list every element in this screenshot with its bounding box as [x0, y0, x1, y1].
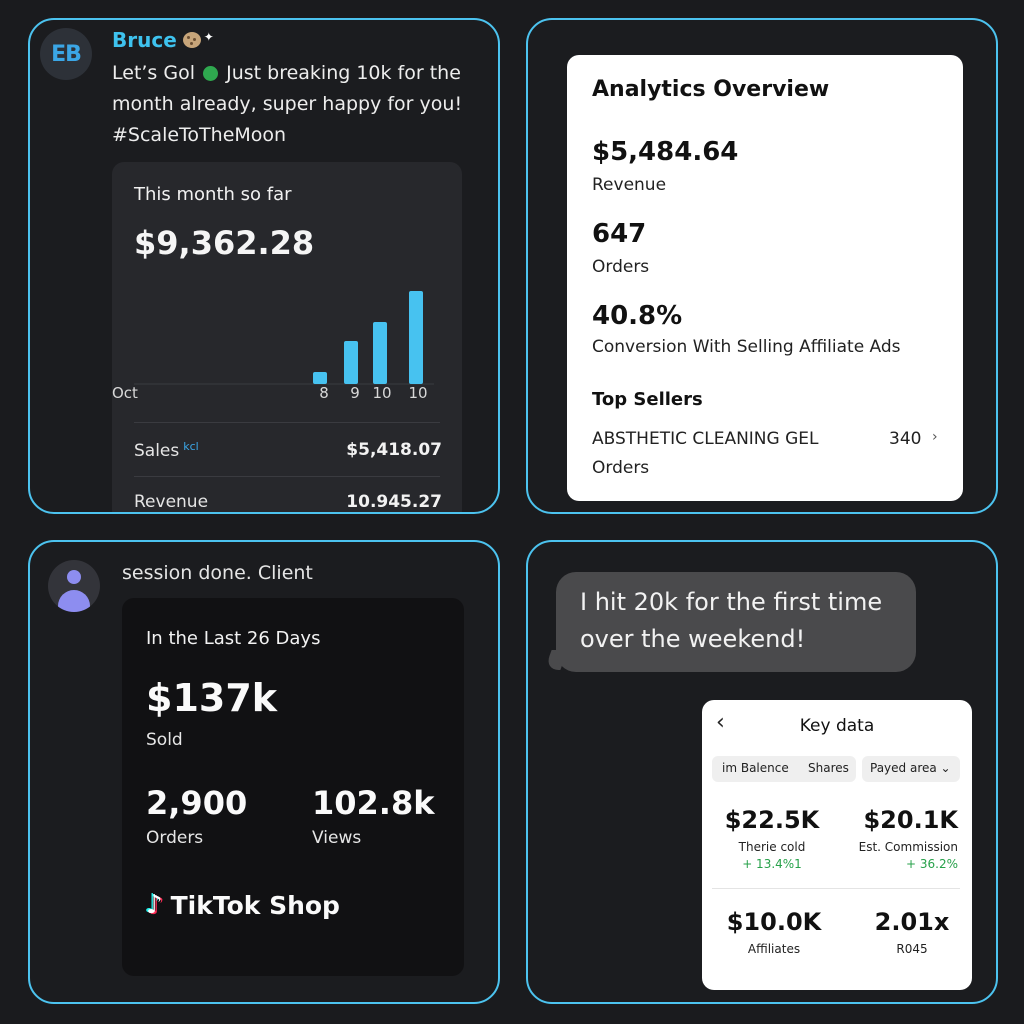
top-seller-count: 340: [889, 429, 922, 449]
chart-bar-3: [373, 322, 387, 384]
x-tick-label: 8: [319, 384, 329, 402]
sales-label-text: Sales: [134, 441, 180, 461]
card-title: This month so far: [134, 184, 292, 205]
tab-balance[interactable]: im Balence: [722, 761, 789, 775]
revenue-row-label: Revenue: [134, 492, 209, 512]
payed-area-dropdown[interactable]: Payed area ⌄: [862, 756, 960, 782]
conversion-value: 40.8%: [592, 301, 683, 331]
x-axis-label: Oct: [112, 384, 172, 402]
cookie-icon: [182, 32, 201, 48]
sales-card: This month so far $9,362.28 Oct 8 9 10 1…: [112, 162, 462, 512]
message-text: session done. Client: [122, 562, 313, 584]
orders-value: 647: [592, 219, 647, 249]
chat-panel-key-data: I hit 20k for the first time over the we…: [526, 540, 998, 1004]
chat-panel-client: session done. Client In the Last 26 Days…: [28, 540, 500, 1004]
x-tick-label: 10: [408, 384, 428, 402]
x-tick-label: 10: [372, 384, 392, 402]
page-title: Analytics Overview: [592, 77, 830, 102]
metric-value: $10.0K: [726, 908, 822, 936]
orders-label: Orders: [592, 257, 650, 277]
sold-value: $137k: [146, 676, 278, 720]
metric-value: 2.01x: [874, 908, 950, 936]
card-title: In the Last 26 Days: [146, 628, 321, 649]
chart-bar-1: [313, 372, 327, 384]
back-arrow-icon[interactable]: ‹: [716, 710, 725, 735]
top-seller-unit: Orders: [592, 458, 650, 478]
tiktok-icon: ♪: [146, 890, 163, 920]
metric-label: Affiliates: [747, 942, 801, 956]
sender-name[interactable]: Bruce ✦: [112, 28, 214, 52]
avatar[interactable]: [48, 560, 100, 612]
tab-shares[interactable]: Shares: [808, 761, 849, 775]
sales-badge: kcl: [183, 440, 199, 453]
chart-bar-4: [409, 291, 423, 384]
revenue-row-value: 10.945.27: [346, 492, 442, 512]
chevron-right-icon[interactable]: ›: [932, 429, 938, 445]
top-sellers-heading: Top Sellers: [592, 389, 703, 410]
tab-bar: im Balence Shares: [712, 756, 856, 782]
analytics-panel: Analytics Overview $5,484.64 Revenue 647…: [526, 18, 998, 514]
metric-label: Est. Commission: [858, 840, 958, 854]
metric-value: $22.5K: [724, 806, 820, 834]
avatar[interactable]: EB: [40, 28, 92, 80]
orders-value: 2,900: [146, 784, 248, 822]
orders-label: Orders: [146, 828, 204, 848]
card-title: Key data: [799, 716, 875, 736]
key-data-card: ‹ Key data im Balence Shares Payed area …: [702, 700, 972, 990]
tiktok-stats-card: In the Last 26 Days $137k Sold 2,900 Ord…: [122, 598, 464, 976]
message-text-end: Just breaking 10k for the month already,…: [112, 62, 463, 146]
chart-bar-2: [344, 341, 358, 384]
revenue-label: Revenue: [592, 175, 667, 195]
metric-label: Therie cold: [738, 840, 806, 854]
top-seller-name[interactable]: ABSTHETIC CLEANING GEL: [592, 429, 819, 449]
metric-delta: + 36.2%: [906, 857, 958, 871]
x-axis-label-text: Oct: [112, 384, 138, 402]
views-value: 102.8k: [312, 784, 435, 822]
sender-name-text: Bruce: [112, 28, 177, 52]
metric-label: R045: [896, 942, 928, 956]
user-head-icon: [67, 570, 81, 584]
message-text: Let’s Gol Just breaking 10k for the mont…: [112, 58, 482, 151]
revenue-value: $5,484.64: [592, 137, 739, 167]
divider: [134, 476, 440, 477]
divider: [134, 422, 440, 423]
metric-delta: + 13.4%1: [742, 857, 802, 871]
metric-value: $20.1K: [863, 806, 958, 834]
x-tick-label: 9: [350, 384, 360, 402]
sales-bar-chart: [134, 291, 434, 385]
sparkle-icon: ✦: [203, 30, 214, 44]
sales-row-value: $5,418.07: [346, 440, 442, 460]
analytics-card: Analytics Overview $5,484.64 Revenue 647…: [567, 55, 963, 501]
message-bubble: I hit 20k for the first time over the we…: [556, 572, 916, 672]
views-label: Views: [312, 828, 362, 848]
divider: [712, 888, 960, 889]
conversion-label: Conversion With Selling Affiliate Ads: [592, 337, 901, 357]
card-value: $9,362.28: [134, 224, 315, 262]
sales-row-label: Sales kcl: [134, 440, 199, 461]
chat-panel-bruce: EB Bruce ✦ Let’s Gol Just breaking 10k f…: [28, 18, 500, 514]
user-body-icon: [58, 590, 90, 612]
sold-label: Sold: [146, 730, 183, 750]
brand-text: TikTok Shop: [170, 890, 340, 920]
message-text-start: Let’s Gol: [112, 62, 195, 84]
tiktok-shop-logo: ♪ TikTok Shop: [146, 890, 340, 920]
green-emoji-icon: [203, 66, 219, 81]
